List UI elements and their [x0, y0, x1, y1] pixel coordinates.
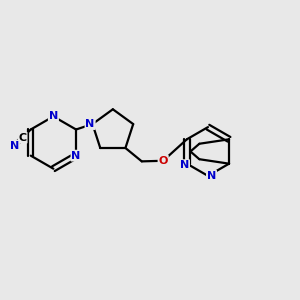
- Text: N: N: [71, 151, 81, 160]
- Text: N: N: [10, 141, 19, 151]
- Text: N: N: [85, 119, 95, 129]
- Text: O: O: [158, 156, 168, 166]
- Text: N: N: [49, 111, 58, 122]
- Text: N: N: [207, 171, 216, 181]
- Text: C: C: [19, 133, 27, 143]
- Text: N: N: [180, 160, 189, 170]
